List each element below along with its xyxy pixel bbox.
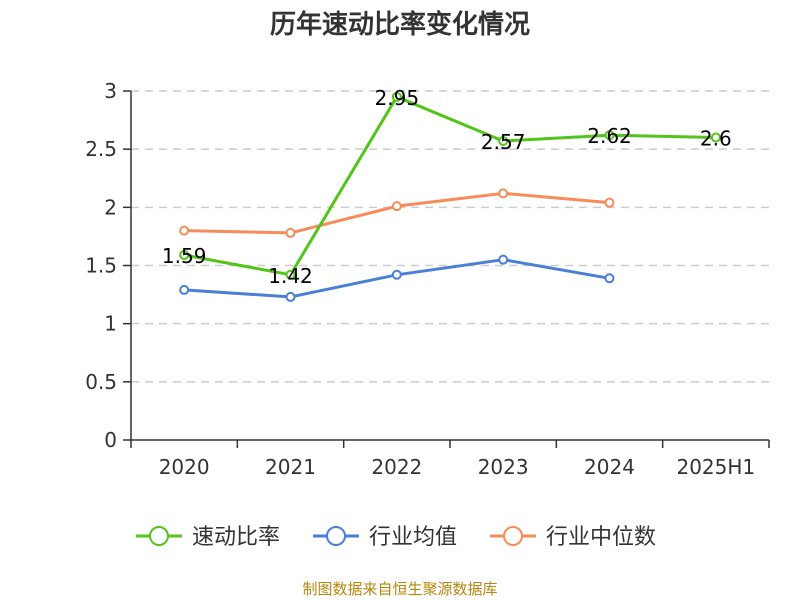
x-tick-label-0: 2020 [159,455,210,479]
series-lines [179,91,721,302]
series-1-point-0[interactable] [179,284,190,295]
legend[interactable]: 速动比率 行业均值 行业中位数 [136,525,656,550]
y-tick-label-0: 0 [104,428,117,452]
series-1-point-4[interactable] [604,273,615,284]
legend-item-0[interactable]: 速动比率 [136,525,280,550]
series-0-point-5[interactable] [710,132,721,143]
y-tick-label-3: 1.5 [85,254,117,278]
axes: 0 0.5 1 1.5 2 2.5 3 2020 2021 2022 2023 2024 2025H1 [85,79,770,479]
y-tick-label-4: 2 [104,195,117,219]
x-tick-label-1: 2021 [265,455,316,479]
y-tick-label-5: 2.5 [85,137,117,161]
data-label-5: 2.6 [700,127,732,151]
y-tick-label-2: 1 [104,312,117,336]
chart-title: 历年速动比率变化情况 [270,9,530,40]
source-note: 制图数据来自恒生聚源数据库 [302,580,497,598]
legend-label-1: 行业均值 [369,525,457,550]
legend-item-1[interactable]: 行业均值 [313,525,457,550]
data-label-3: 2.57 [481,130,526,154]
series-1-point-2[interactable] [391,269,402,280]
legend-label-2: 行业中位数 [546,525,656,550]
series-1-point-3[interactable] [498,254,509,265]
x-tick-label-3: 2023 [478,455,529,479]
data-label-1: 1.42 [268,264,313,288]
y-tick-label-1: 0.5 [85,370,117,394]
legend-item-2[interactable]: 行业中位数 [490,525,656,550]
x-tick-label-4: 2024 [584,455,635,479]
series-2-point-1[interactable] [285,227,296,238]
series-2-point-4[interactable] [604,197,615,208]
series-2-point-2[interactable] [391,201,402,212]
x-tick-label-2: 2022 [371,455,422,479]
data-labels: 1.59 1.42 2.95 2.57 2.62 2.6 [162,86,732,288]
series-0-point-1[interactable] [285,269,296,280]
x-tick-label-5: 2025H1 [676,455,755,479]
legend-swatch-marker-0 [149,526,169,546]
series-0-point-3[interactable] [498,136,509,147]
series-0-point-2[interactable] [391,91,402,102]
series-0-point-4[interactable] [604,130,615,141]
grid-lines [131,90,769,383]
legend-label-0: 速动比率 [192,525,280,550]
legend-swatch-marker-2 [503,526,523,546]
data-label-0: 1.59 [162,244,207,268]
series-line-2 [182,191,611,235]
series-line-0 [182,95,718,277]
series-0-point-0[interactable] [179,250,190,261]
legend-swatch-marker-1 [326,526,346,546]
series-2-point-0[interactable] [179,225,190,236]
data-label-2: 2.95 [375,86,420,110]
series-2-point-3[interactable] [498,188,509,199]
series-1-point-1[interactable] [285,291,296,302]
data-label-4: 2.62 [587,124,632,148]
y-tick-label-6: 3 [104,79,117,103]
